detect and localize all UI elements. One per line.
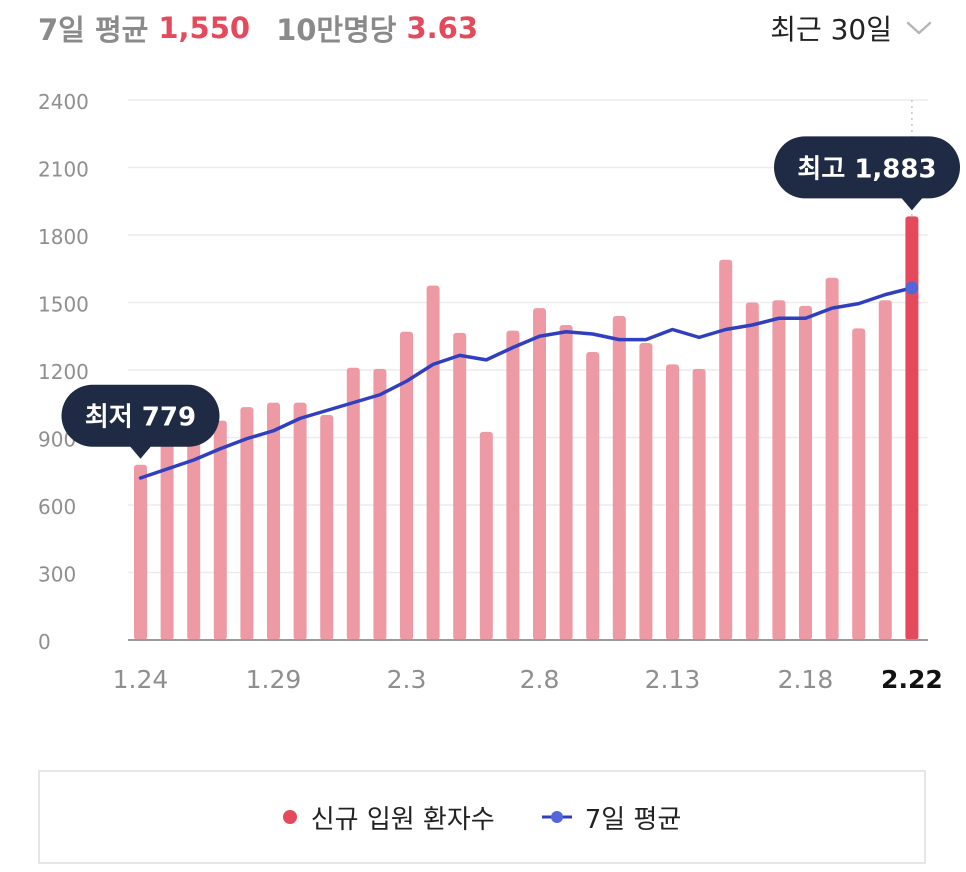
min-tooltip-text: 최저 779 <box>85 403 196 433</box>
bar <box>559 325 573 640</box>
y-tick-label: 2400 <box>38 90 89 114</box>
y-tick-label: 1500 <box>38 293 89 317</box>
x-tick-label: 2.3 <box>387 665 427 694</box>
max-tooltip-bg <box>774 136 960 199</box>
bar <box>453 332 467 640</box>
bar <box>692 368 706 640</box>
bar <box>320 415 334 640</box>
y-tick-label: 1800 <box>38 225 89 249</box>
bar <box>426 285 440 640</box>
bar <box>825 277 839 640</box>
bar <box>745 302 759 640</box>
bar <box>479 431 493 640</box>
bar <box>612 316 626 640</box>
bar <box>267 402 280 640</box>
x-tick-label: 1.24 <box>113 665 169 694</box>
per100k-label: 10만명당 <box>276 13 397 47</box>
bar <box>878 300 892 640</box>
bar <box>293 402 307 640</box>
min-tooltip-bg <box>61 384 220 447</box>
avg-label: 7일 평균 <box>38 13 149 47</box>
bar <box>905 216 919 640</box>
max-tooltip-pointer <box>900 197 923 211</box>
bar <box>346 367 360 640</box>
bar <box>400 331 413 640</box>
summary-header: 7일 평균 1,550 10만명당 3.63 <box>38 6 478 50</box>
bar <box>852 328 866 640</box>
chevron-down-icon <box>906 21 932 35</box>
legend-item-line[interactable]: 7일 평균 <box>541 799 682 836</box>
x-tick-label: 2.13 <box>645 665 701 694</box>
bar <box>187 429 201 640</box>
period-select-label: 최근 30일 <box>770 13 892 46</box>
x-tick-label: 1.29 <box>246 665 302 694</box>
x-tick-label: 2.22 <box>881 665 943 694</box>
legend-line-swatch <box>541 811 572 823</box>
bar <box>666 364 679 640</box>
bar <box>799 305 812 640</box>
y-tick-label: 1200 <box>38 360 89 384</box>
avg-line <box>138 286 914 480</box>
bar <box>639 343 653 640</box>
y-tick-label: 600 <box>38 495 76 519</box>
chart-legend: 신규 입원 환자수 7일 평균 <box>38 770 926 864</box>
bar <box>134 464 147 640</box>
bar <box>160 436 174 640</box>
bar <box>373 368 387 640</box>
bar <box>586 352 600 640</box>
bar <box>240 407 254 640</box>
bar <box>213 420 227 640</box>
x-tick-label: 2.8 <box>520 665 560 694</box>
bar <box>772 300 786 640</box>
legend-bar-swatch <box>282 810 297 824</box>
bar <box>719 259 733 640</box>
min-tooltip-pointer <box>129 445 152 459</box>
per100k-value: 3.63 <box>406 11 479 45</box>
period-select[interactable]: 최근 30일 <box>770 6 932 50</box>
y-tick-label: 0 <box>38 630 51 654</box>
y-tick-label: 300 <box>38 563 76 587</box>
bar <box>506 330 520 640</box>
avg-line-last-point <box>905 281 919 295</box>
max-tooltip-text: 최고 1,883 <box>797 154 936 184</box>
bar <box>533 308 546 640</box>
legend-item-bars[interactable]: 신규 입원 환자수 <box>282 799 495 836</box>
avg-value: 1,550 <box>158 11 251 45</box>
y-tick-label: 2100 <box>38 158 89 182</box>
legend-bars-label: 신규 입원 환자수 <box>310 804 495 835</box>
legend-line-label: 7일 평균 <box>584 804 682 835</box>
x-tick-label: 2.18 <box>778 665 834 694</box>
